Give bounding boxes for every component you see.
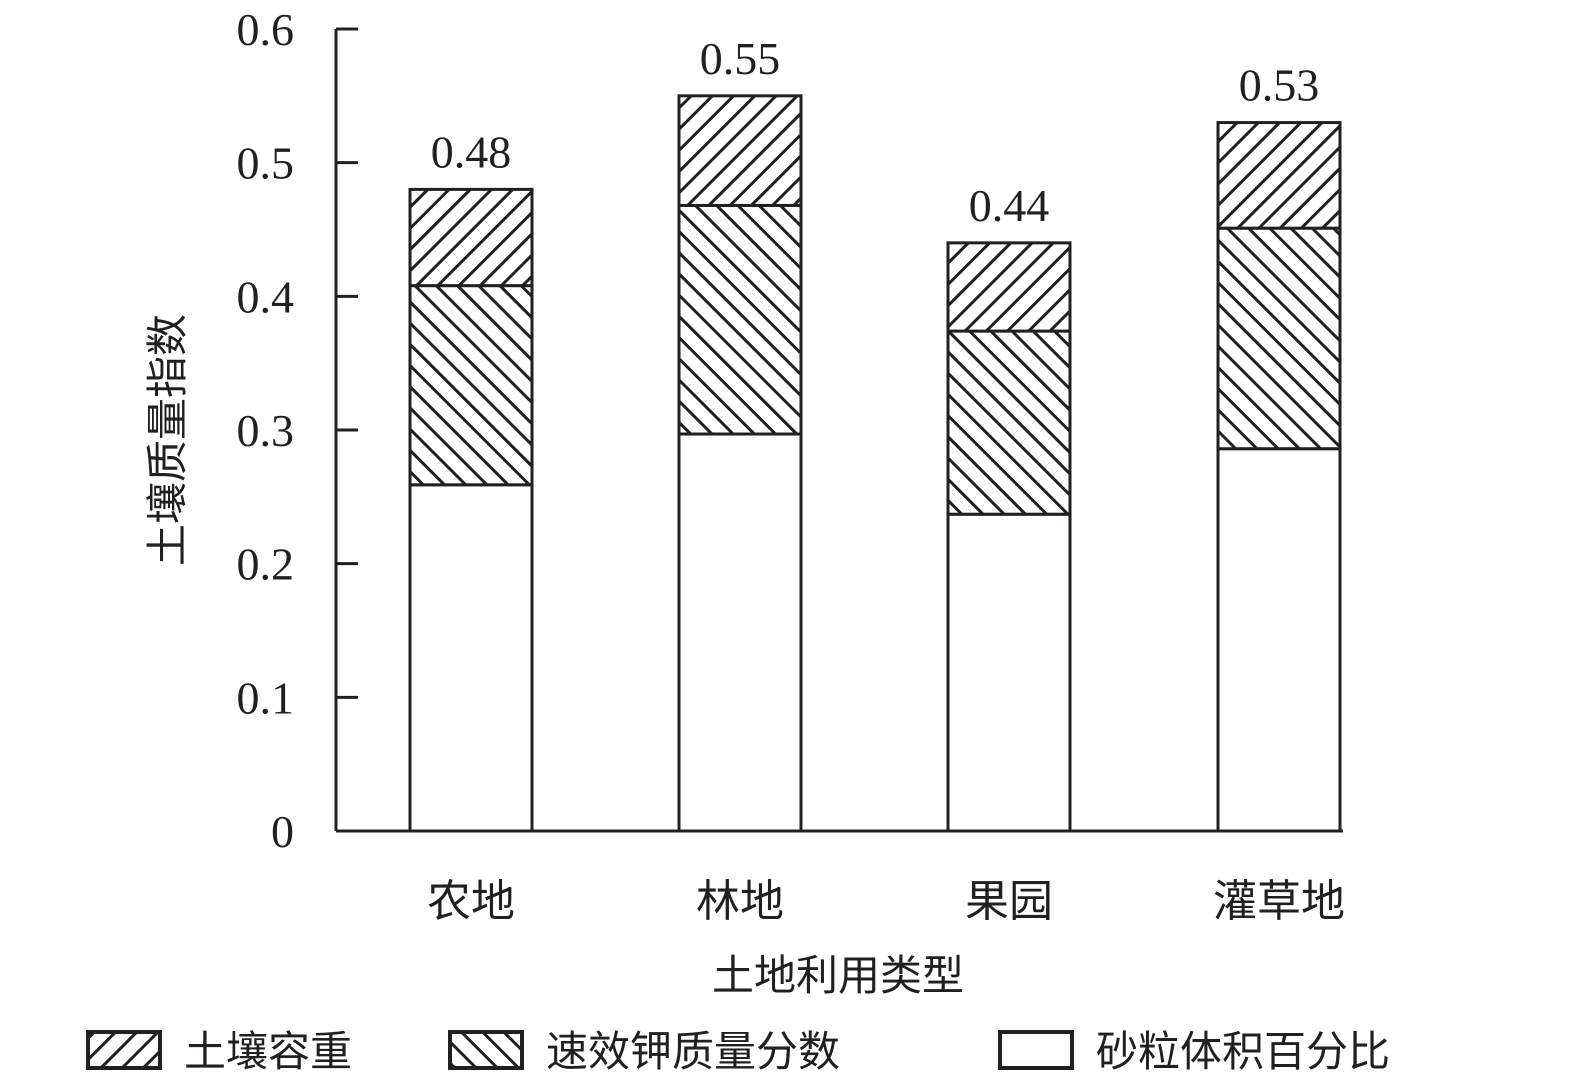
bar-segment (408, 483, 534, 833)
legend-swatch (998, 1030, 1074, 1070)
bar-segment (677, 203, 803, 436)
bars (408, 94, 1342, 833)
total-labels: 0.48 0.55 0.44 0.53 (431, 33, 1320, 231)
bar-segment (1216, 121, 1342, 230)
bar-segment (677, 432, 803, 833)
y-axis: 0 0.1 0.2 0.3 0.4 0.5 0.6 (237, 4, 358, 857)
legend-swatch (86, 1030, 162, 1070)
x-tick-label: 农地 (427, 876, 515, 927)
legend-label: 土壤容重 (184, 1027, 352, 1076)
y-tick-label: 0.4 (237, 271, 295, 322)
legend: 土壤容重 速效钾质量分数 砂粒体积百分比 (86, 1027, 1390, 1076)
y-tick-label: 0.1 (237, 672, 295, 723)
bar-segment (946, 241, 1072, 333)
y-tick-label: 0.6 (237, 4, 295, 55)
x-axis-title: 土地利用类型 (712, 951, 964, 1000)
x-tick-label: 果园 (965, 876, 1053, 927)
bar-total-label: 0.44 (969, 180, 1050, 231)
y-tick-label: 0.2 (237, 539, 295, 590)
y-tick-label: 0 (271, 806, 294, 857)
bar-segment (1216, 447, 1342, 833)
bar-total-label: 0.53 (1239, 60, 1320, 111)
x-tick-label: 灌草地 (1213, 876, 1345, 927)
y-tick-label: 0.5 (237, 138, 295, 189)
legend-label: 速效钾质量分数 (546, 1027, 840, 1076)
bar-segment (1216, 226, 1342, 451)
bar-segment (946, 329, 1072, 516)
bar-segment (408, 187, 534, 288)
bar-segment (408, 284, 534, 487)
y-axis-title: 土壤质量指数 (143, 314, 192, 566)
x-tick-label: 林地 (696, 876, 784, 927)
bar-segment (946, 512, 1072, 833)
bar-total-label: 0.55 (700, 33, 781, 84)
legend-label: 砂粒体积百分比 (1096, 1027, 1390, 1076)
category-labels: 农地 林地 果园 灌草地 (427, 876, 1345, 927)
bar-total-label: 0.48 (431, 126, 512, 177)
bar-segment (677, 94, 803, 207)
y-tick-label: 0.3 (237, 405, 295, 456)
legend-swatch (448, 1030, 524, 1070)
